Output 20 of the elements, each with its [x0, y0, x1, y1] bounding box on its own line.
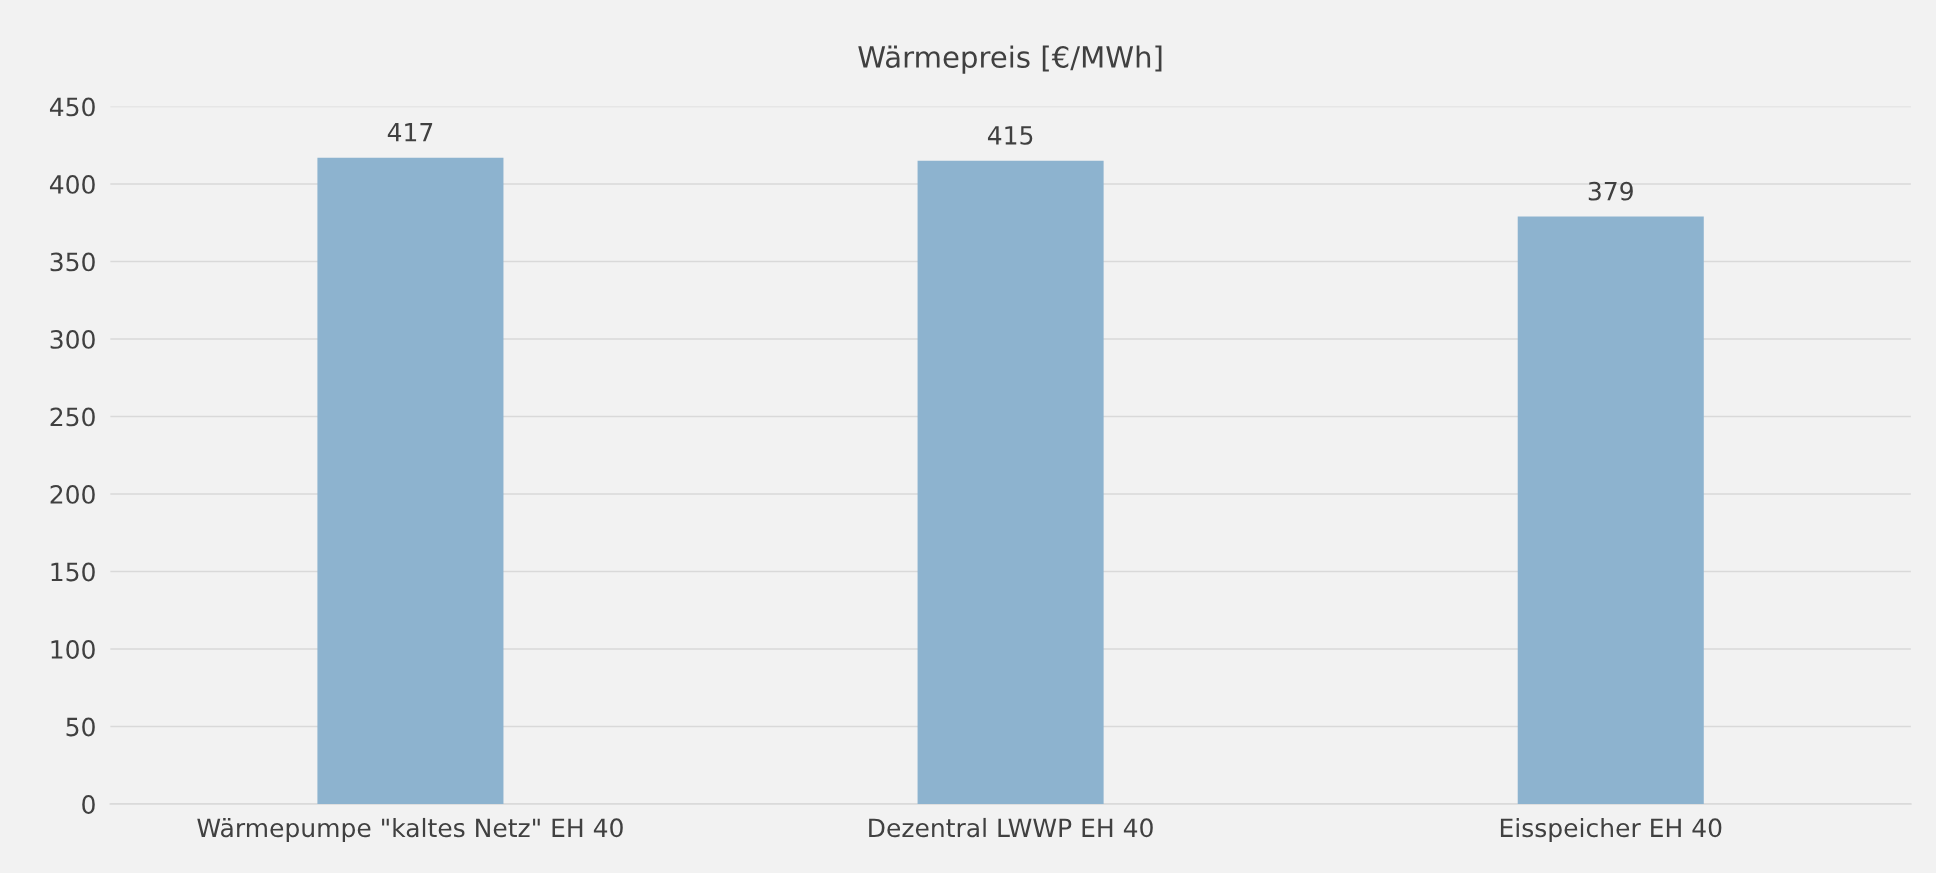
y-tick-label: 300	[50, 329, 95, 349]
y-tick-label: 400	[49, 174, 95, 194]
x-tick-label: Eisspeicher EH 40	[1500, 817, 1722, 843]
y-tick-label: 0	[82, 794, 95, 814]
bar	[1517, 216, 1704, 805]
x-tick-label: Dezentral LWWP EH 40	[869, 817, 1153, 838]
y-tick-label: 50	[66, 717, 95, 737]
y-tick-label: 350	[50, 252, 95, 272]
bar	[317, 157, 504, 805]
y-tick-label: 200	[50, 484, 95, 504]
y-tick-label: 450	[49, 97, 95, 117]
y-tick-label: 100	[51, 639, 95, 659]
chart-title: Wärmepreis [€/MWh]	[858, 45, 1162, 74]
bar	[917, 160, 1104, 805]
data-label: 417	[387, 123, 433, 142]
data-label: 415	[987, 126, 1033, 145]
y-tick-label: 250	[50, 407, 95, 427]
x-tick-label: Wärmepumpe "kaltes Netz" EH 40	[197, 817, 623, 843]
data-label: 379	[1588, 181, 1633, 201]
y-tick-label: 150	[51, 562, 95, 582]
